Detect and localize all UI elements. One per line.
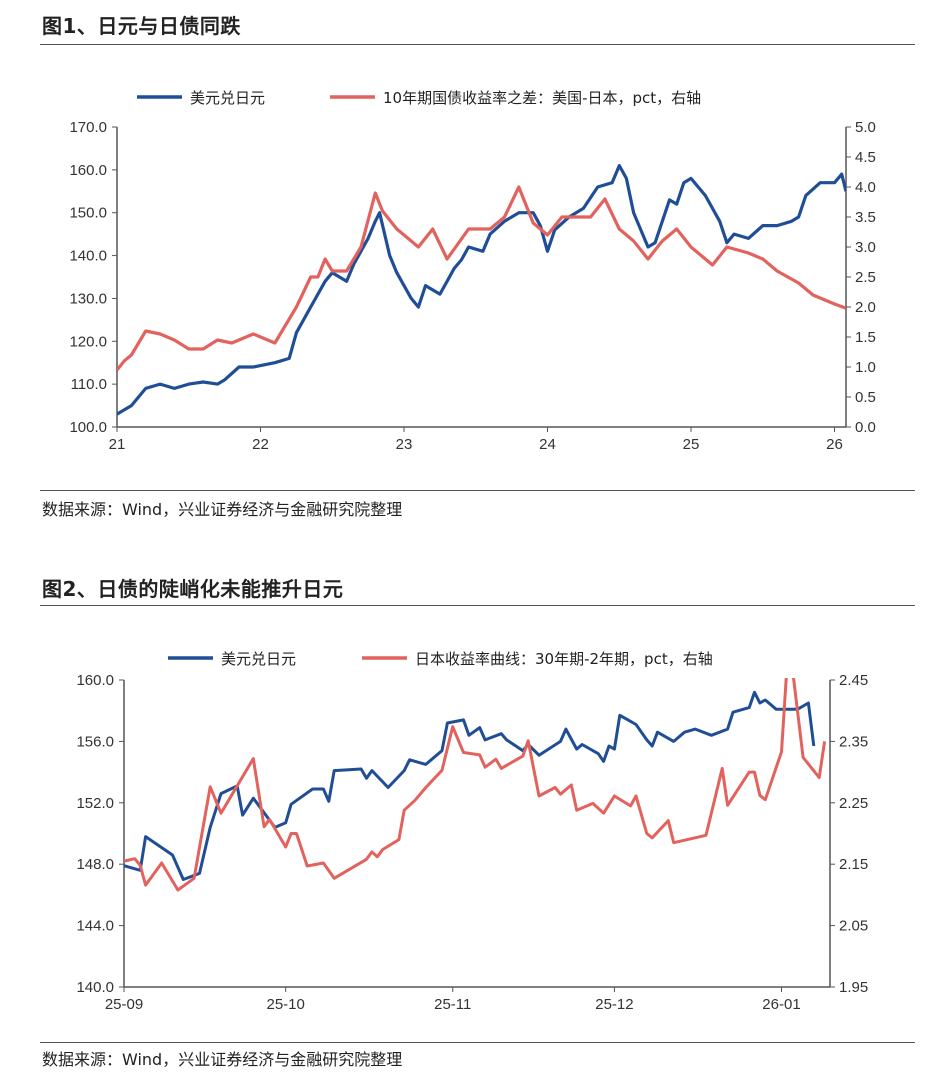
y-right-tick-label: 2.0 — [855, 299, 876, 316]
y-right-tick-label: 3.5 — [855, 209, 876, 226]
x-tick-label: 24 — [539, 436, 556, 453]
x-tick-label: 21 — [109, 436, 126, 453]
figure1-source-divider — [40, 490, 915, 491]
chart-2: 140.0 144.0 148.0 152.0 156.0 160.0 1.95 2.05 2.… — [76, 650, 868, 1013]
y-left-tick-label: 120.0 — [69, 333, 107, 350]
x-tick-label: 23 — [396, 436, 413, 453]
y-right-tick-label: 2.45 — [839, 672, 868, 689]
x-tick-label: 25 — [683, 436, 700, 453]
series-line-usdjpy — [117, 164, 846, 416]
figure2-title: 图2、日债的陡峭化未能推升日元 — [42, 577, 344, 601]
figure2-source-divider — [40, 1042, 915, 1043]
y-left-tick-label: 140.0 — [69, 248, 107, 265]
y-left-tick-label: 140.0 — [76, 979, 114, 996]
y-left-tick-label: 100.0 — [69, 419, 107, 436]
x-tick-label: 22 — [252, 436, 269, 453]
x-tick-label: 25-11 — [434, 996, 471, 1013]
y-left-tick-label: 150.0 — [69, 205, 107, 222]
y-right-tick-label: 2.5 — [855, 269, 876, 286]
y-left-tick-label: 130.0 — [69, 290, 107, 307]
y-right-tick-label: 2.35 — [839, 733, 868, 750]
y-right-tick-label: 2.05 — [839, 918, 868, 935]
y-right-tick-label: 4.5 — [855, 149, 876, 166]
y-right-tick-label: 3.0 — [855, 239, 876, 256]
y-left-tick-label: 160.0 — [69, 162, 107, 179]
y-right-tick-label: 2.15 — [839, 856, 868, 873]
y-left-tick-label: 160.0 — [76, 672, 114, 689]
y-right-tick-label: 0.5 — [855, 389, 876, 406]
y-left-tick-label: 152.0 — [76, 795, 114, 812]
figure2-title-divider — [40, 605, 915, 606]
y-right-tick-label: 0.0 — [855, 419, 876, 436]
series-line-spread — [124, 678, 827, 892]
y-left-tick-label: 170.0 — [69, 119, 107, 136]
y-right-tick-label: 2.25 — [839, 795, 868, 812]
figure1-title: 图1、日元与日债同跌 — [42, 14, 241, 38]
series-line-usdjpy — [124, 690, 816, 881]
y-right-tick-label: 5.0 — [855, 119, 876, 136]
x-tick-label: 25-12 — [595, 996, 633, 1013]
y-left-tick-label: 156.0 — [76, 733, 114, 750]
x-tick-label: 25-09 — [105, 996, 143, 1013]
chart-1: 100.0 110.0 120.0 130.0 140.0 150.0 160.0 170.0… — [69, 89, 875, 453]
series-line-spread — [117, 185, 846, 371]
legend-label-spread: 10年期国债收益率之差：美国-日本，pct，右轴 — [383, 89, 701, 107]
figure1-title-divider — [40, 44, 915, 45]
x-tick-label: 26-01 — [762, 996, 800, 1013]
y-left-tick-label: 144.0 — [76, 918, 114, 935]
y-right-tick-label: 4.0 — [855, 179, 876, 196]
legend-label-usdjpy: 美元兑日元 — [221, 650, 296, 668]
y-left-tick-label: 110.0 — [71, 376, 107, 393]
y-right-tick-label: 1.5 — [855, 329, 876, 346]
figure1-source: 数据来源：Wind，兴业证券经济与金融研究院整理 — [42, 500, 403, 519]
x-tick-label: 26 — [826, 436, 843, 453]
y-right-tick-label: 1.0 — [855, 359, 876, 376]
y-left-tick-label: 148.0 — [76, 856, 114, 873]
y-right-tick-label: 1.95 — [839, 979, 868, 996]
x-tick-label: 25-10 — [266, 996, 304, 1013]
figure2-source: 数据来源：Wind，兴业证券经济与金融研究院整理 — [42, 1050, 403, 1069]
legend-label-spread: 日本收益率曲线：30年期-2年期，pct，右轴 — [415, 650, 713, 668]
legend-label-usdjpy: 美元兑日元 — [190, 89, 265, 107]
